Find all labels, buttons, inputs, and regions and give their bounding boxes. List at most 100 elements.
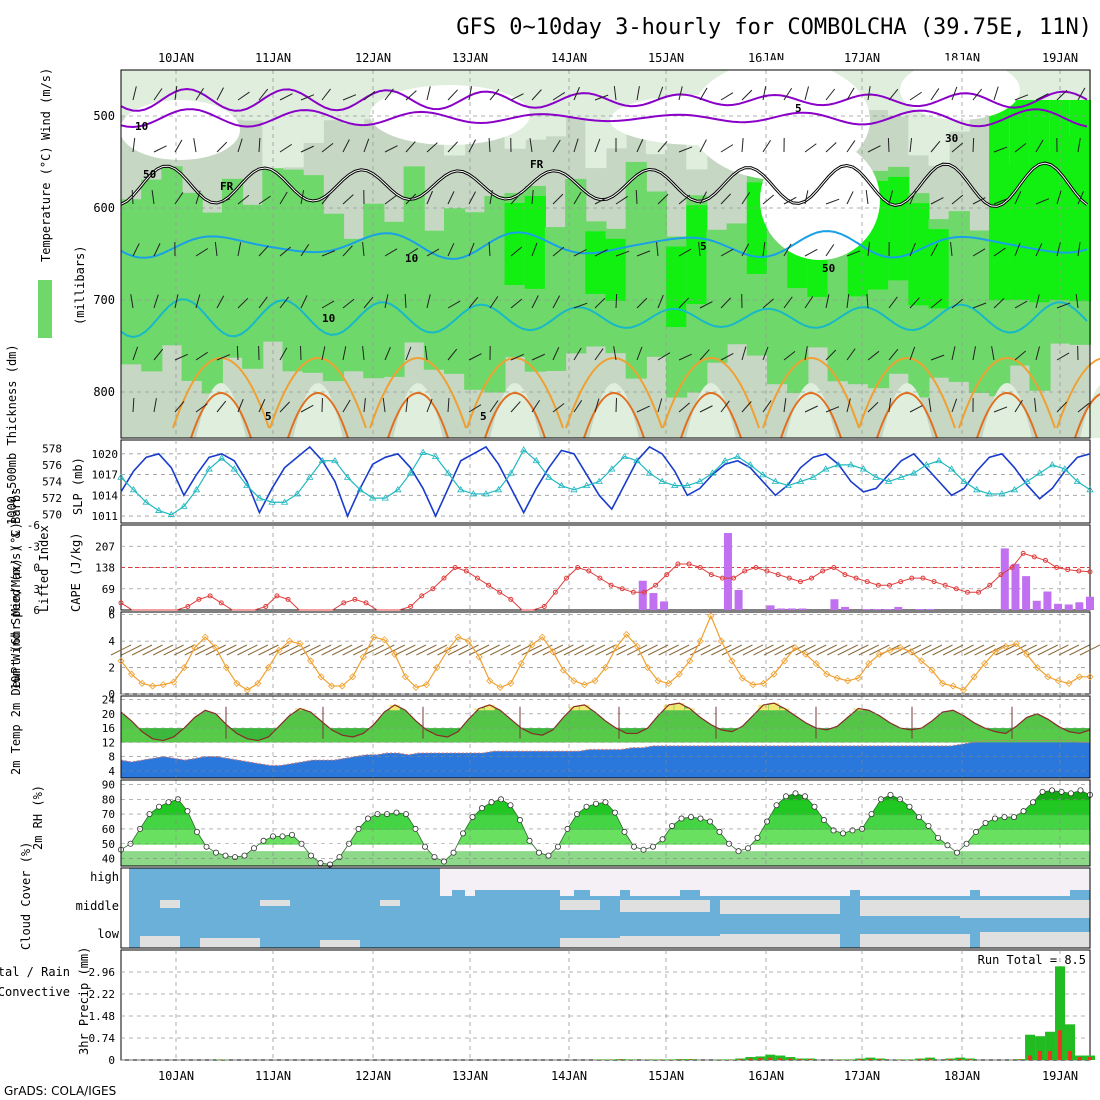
wind-barb — [594, 348, 604, 361]
wind-speed-point — [559, 666, 567, 674]
thickness-point — [973, 486, 981, 493]
wind-barb — [837, 644, 858, 656]
precip-axis-label: 3hr Precip (mm) — [77, 947, 91, 1055]
li-point — [452, 565, 458, 570]
rh-point — [602, 799, 609, 806]
wind-speed-point — [338, 682, 346, 690]
wind-barb — [825, 406, 840, 413]
precip-total-bar — [215, 1059, 226, 1060]
wind-barb — [132, 346, 139, 361]
rh-point — [450, 849, 457, 856]
wind-speed-point — [570, 677, 578, 685]
wind-barb — [237, 644, 258, 656]
cape-bar — [723, 533, 732, 610]
li-point — [953, 586, 959, 592]
rh-point — [954, 849, 961, 856]
li-point — [285, 596, 291, 602]
cape-bar — [915, 609, 924, 610]
wind-barb — [573, 86, 580, 101]
wind-barb — [205, 644, 227, 656]
wind-barb — [762, 242, 766, 257]
wind-barb — [552, 92, 566, 101]
rh-point — [973, 828, 980, 835]
cloud-gap — [760, 890, 850, 896]
thickness-point — [1073, 477, 1082, 484]
wind-barb — [531, 295, 539, 309]
wind-barb — [991, 346, 995, 361]
thickness-point — [822, 465, 830, 472]
cape-bar — [777, 608, 786, 610]
wind-speed-point — [443, 646, 452, 654]
rh-point — [459, 830, 466, 837]
cloud-gap — [440, 890, 452, 896]
rh-dry-tongue — [393, 383, 443, 438]
cape-bar — [1022, 576, 1031, 610]
wind-barb — [153, 145, 167, 153]
li-point — [909, 575, 915, 581]
wind-barb — [605, 644, 627, 656]
wind-barb — [594, 196, 608, 205]
wind-barb — [468, 139, 476, 153]
rh-band — [403, 166, 425, 343]
wind-barb — [636, 346, 643, 361]
rh-band — [221, 178, 244, 358]
pressure-tick-label: 800 — [93, 385, 115, 399]
rh-point — [231, 854, 238, 861]
li-point — [630, 589, 636, 595]
wind-speed-point — [296, 640, 304, 648]
wind-barb — [552, 193, 564, 205]
wind-barb — [468, 191, 476, 205]
wind-barb — [783, 296, 793, 309]
wind-speed-point — [928, 666, 936, 674]
wind-speed-point — [412, 683, 420, 691]
wind-barb — [888, 190, 894, 205]
wind-barb — [279, 347, 288, 361]
wind-barb — [374, 644, 395, 656]
rh-point — [916, 814, 923, 821]
precip-total-bar — [835, 1059, 846, 1060]
wind-speed-point — [117, 657, 125, 665]
rh-moist-core — [928, 229, 950, 309]
li-line — [120, 552, 1091, 611]
wind-speed-point — [591, 677, 599, 685]
thickness-point — [1010, 486, 1019, 493]
wind-barb — [573, 138, 579, 153]
wind-barb — [468, 296, 479, 309]
wind-barb — [679, 644, 700, 656]
wind-barb — [258, 137, 261, 153]
wind-tick-label: 6 — [108, 609, 115, 622]
rh-point — [421, 843, 428, 850]
wind-barb — [972, 137, 975, 153]
thickness-point — [570, 486, 578, 493]
wind-barb — [657, 352, 671, 361]
wind-barb — [510, 193, 521, 205]
wind-speed-point — [981, 660, 989, 668]
wind-barb — [1014, 350, 1027, 361]
thickness-point — [318, 456, 327, 464]
thickness-point — [419, 448, 427, 455]
wind-barb — [258, 195, 271, 205]
wind-barb — [458, 644, 479, 656]
wind-barb — [1006, 644, 1027, 656]
slp-tick-label: 1020 — [92, 448, 119, 461]
wind-barb — [488, 241, 491, 257]
li-point — [207, 593, 213, 599]
precip-conv-bar — [918, 1059, 923, 1060]
wind-barb — [511, 644, 532, 656]
rh-band — [139, 814, 1090, 830]
temp-contour-orange — [680, 392, 742, 439]
wind-barb — [784, 644, 806, 656]
rh-point — [165, 799, 172, 806]
cape-axis-label: CAPE (J/kg) — [69, 533, 83, 612]
thickness-point — [922, 461, 931, 468]
precip-conv-bar — [878, 1059, 883, 1060]
temp-tick-label: 8 — [108, 751, 115, 764]
thickness-point — [620, 452, 629, 459]
wind-barb — [130, 294, 134, 309]
contour-label: 30 — [945, 132, 958, 145]
wind-barb — [131, 189, 134, 205]
rh-dry-tongue — [882, 383, 932, 438]
li-point — [920, 575, 926, 581]
wind-barb — [783, 243, 792, 257]
temp-contour-orange — [565, 357, 663, 429]
